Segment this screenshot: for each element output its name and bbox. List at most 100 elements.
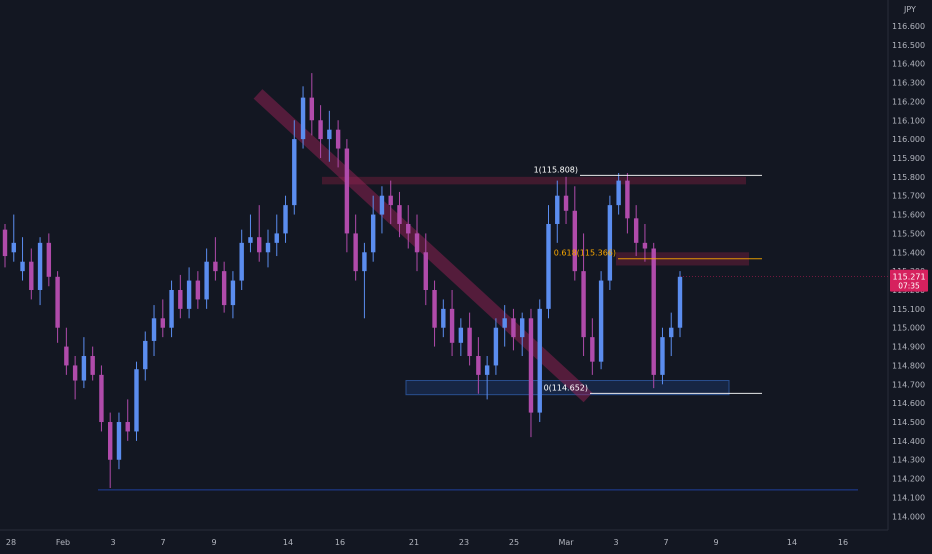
price-tick-label: 115.400	[892, 248, 925, 257]
candle	[441, 299, 446, 338]
candle	[11, 214, 16, 262]
candle-body	[406, 223, 411, 234]
price-tick-label: 114.400	[892, 437, 925, 446]
candle-body	[72, 365, 78, 381]
candle-body	[633, 218, 639, 243]
candle-body	[528, 318, 534, 413]
candle	[178, 274, 183, 319]
candle	[257, 205, 262, 262]
candle-body	[134, 369, 139, 432]
candle	[160, 299, 165, 338]
candle	[493, 318, 499, 375]
fib-level-label: 1(115.808)	[534, 165, 578, 174]
supply-zone-upper	[322, 176, 746, 185]
price-tick-label: 115.700	[892, 192, 925, 201]
candle-body	[20, 261, 25, 272]
candle	[134, 361, 139, 441]
candle	[125, 399, 130, 441]
price-tick-label: 114.700	[892, 380, 925, 389]
candle-body	[484, 365, 490, 375]
candle-body	[204, 261, 209, 300]
price-tick-label: 116.100	[892, 116, 925, 125]
candle-body	[379, 195, 385, 215]
candle	[151, 305, 157, 357]
candle	[213, 237, 218, 281]
candle-body	[37, 242, 43, 290]
candle-body	[107, 422, 113, 460]
candle	[318, 105, 323, 158]
time-tick-label: 14	[283, 538, 293, 547]
candle	[572, 186, 578, 281]
candle	[169, 280, 174, 338]
candle-body	[651, 248, 656, 375]
candle	[625, 173, 630, 234]
time-tick-label: 9	[713, 538, 718, 547]
candle	[300, 86, 306, 149]
candle-body	[511, 318, 516, 338]
time-tick-label: Feb	[56, 538, 70, 547]
candle	[55, 271, 60, 343]
candle-body	[660, 337, 665, 375]
candle-body	[186, 280, 192, 309]
time-tick-label: 16	[335, 538, 345, 547]
price-tick-label: 114.500	[892, 418, 925, 427]
time-tick-label: 21	[409, 538, 419, 547]
currency-label: JPY	[903, 5, 916, 14]
candle	[72, 356, 78, 400]
candle	[660, 327, 665, 385]
price-tick-label: 115.000	[892, 324, 925, 333]
candle	[616, 173, 621, 215]
candle-body	[125, 422, 130, 432]
time-tick-label: 16	[838, 538, 848, 547]
candle-body	[423, 252, 428, 290]
candle-body	[370, 214, 376, 253]
candle	[607, 195, 613, 290]
candle	[449, 290, 455, 357]
candle	[528, 308, 534, 438]
candle-body	[46, 242, 52, 277]
candle	[458, 318, 464, 357]
candle	[598, 271, 604, 370]
price-tick-label: 116.400	[892, 60, 925, 69]
price-tick-label: 114.800	[892, 361, 925, 370]
candle-body	[64, 346, 69, 366]
candle	[555, 180, 560, 243]
price-axis[interactable]: 114.000 114.100 114.200 114.300 114.400 114.5…	[887, 0, 925, 530]
time-tick-label: 9	[211, 538, 216, 547]
candles	[2, 73, 683, 489]
candle	[327, 110, 332, 162]
candle-body	[81, 356, 87, 381]
candle-body	[195, 280, 201, 300]
candle	[467, 312, 472, 366]
fib-level-label: 0.618(115.366)	[554, 249, 616, 258]
candle-body	[151, 318, 157, 341]
price-tick-label: 116.200	[892, 97, 925, 106]
candle-body	[388, 195, 393, 206]
candle-body	[221, 271, 227, 306]
candle-body	[441, 308, 446, 328]
candle-body	[362, 252, 367, 272]
last-price-box	[890, 269, 928, 292]
candle-body	[590, 337, 595, 362]
time-tick-label: Mar	[558, 538, 574, 547]
candle-body	[607, 205, 613, 281]
candle-body	[248, 237, 253, 243]
time-tick-label: 28	[6, 538, 16, 547]
candle-body	[476, 356, 481, 375]
candle-body	[292, 139, 297, 206]
candle	[195, 271, 201, 309]
candle	[520, 312, 525, 357]
price-tick-label: 114.600	[892, 399, 925, 408]
candle-body	[213, 261, 218, 272]
candle-body	[239, 242, 244, 281]
candle	[37, 237, 43, 306]
candle	[335, 120, 341, 168]
candle	[186, 267, 192, 319]
time-axis[interactable]: 28 Feb 3 7 9 14 16 21 23 25 Mar 3 7 9 14 16	[0, 529, 888, 547]
candle-body	[274, 233, 279, 243]
candle-body	[458, 327, 464, 343]
candle	[81, 337, 87, 389]
